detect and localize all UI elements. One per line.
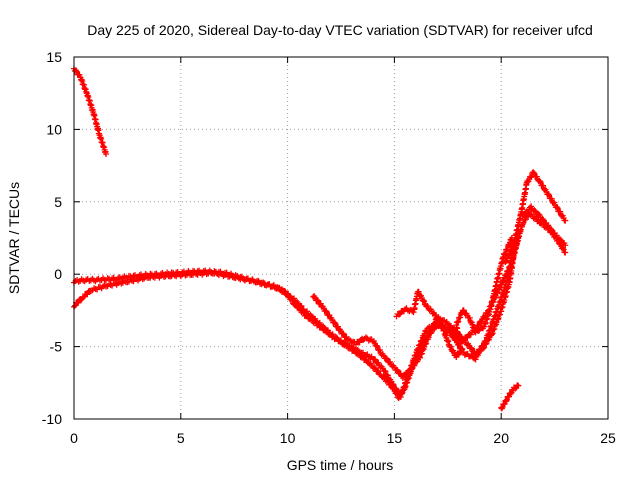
series-track-5 bbox=[393, 235, 515, 360]
chart-title: Day 225 of 2020, Sidereal Day-to-day VTE… bbox=[87, 22, 593, 38]
y-tick-label: 15 bbox=[46, 49, 62, 65]
data-marker-trail bbox=[519, 203, 569, 249]
y-tick-label: 0 bbox=[54, 266, 62, 282]
y-axis-label: SDTVAR / TECUs bbox=[6, 182, 22, 294]
x-tick-label: 10 bbox=[280, 430, 296, 446]
series-track-1 bbox=[71, 65, 110, 158]
y-tick-label: 10 bbox=[46, 121, 62, 137]
data-marker-trail bbox=[393, 235, 515, 360]
y-tick-label: -10 bbox=[42, 411, 62, 427]
x-tick-label: 20 bbox=[493, 430, 509, 446]
y-tick-label: -5 bbox=[50, 339, 63, 355]
data-points bbox=[71, 65, 569, 412]
x-tick-label: 25 bbox=[600, 430, 616, 446]
data-marker-trail bbox=[502, 169, 569, 265]
axes: 0 5 10 15 20 25 -10 -5 0 5 10 15 bbox=[42, 49, 616, 446]
series-track-4 bbox=[310, 227, 522, 381]
x-axis-label: GPS time / hours bbox=[287, 457, 394, 473]
plot-frame bbox=[73, 56, 609, 420]
data-marker-trail bbox=[310, 227, 522, 381]
y-tick-label: 5 bbox=[54, 194, 62, 210]
grid-lines bbox=[74, 57, 608, 419]
series-track-6 bbox=[502, 169, 569, 265]
data-marker-trail bbox=[498, 382, 522, 412]
data-marker-trail bbox=[71, 65, 110, 158]
x-tick-label: 0 bbox=[70, 430, 78, 446]
x-tick-label: 15 bbox=[387, 430, 403, 446]
x-tick-label: 5 bbox=[177, 430, 185, 446]
series-track-3 bbox=[71, 235, 522, 400]
data-marker-trail bbox=[71, 235, 522, 400]
series-track-7 bbox=[519, 203, 569, 249]
series-track-8 bbox=[498, 382, 522, 412]
